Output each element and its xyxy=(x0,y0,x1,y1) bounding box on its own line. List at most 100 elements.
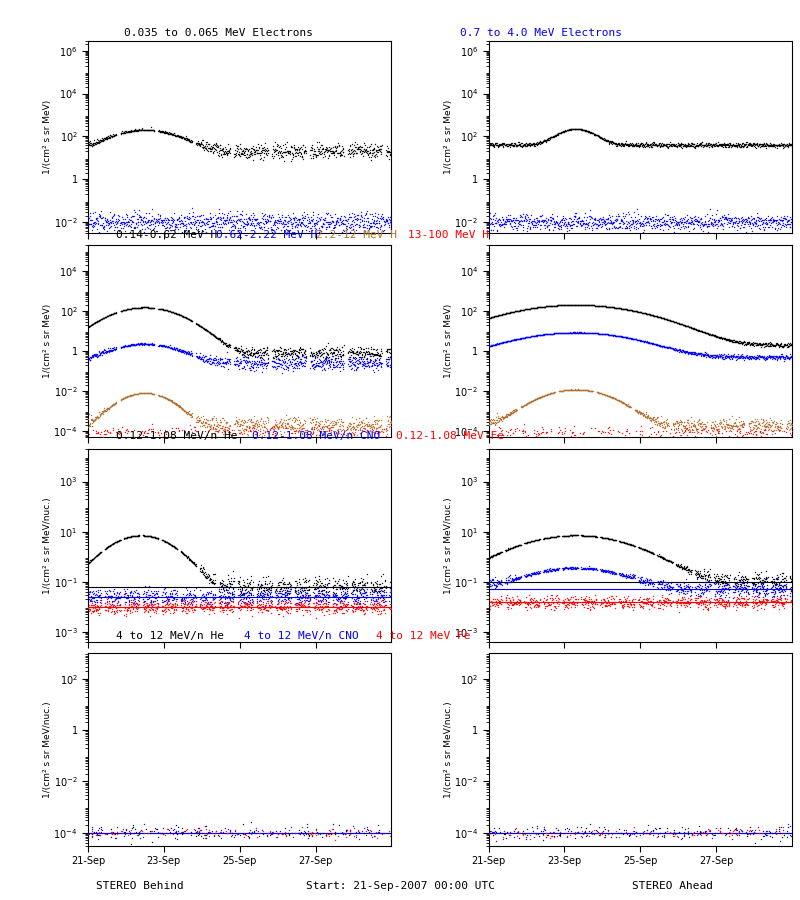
Point xyxy=(292,348,305,363)
Point xyxy=(686,595,698,609)
Point xyxy=(634,575,646,590)
Point xyxy=(650,830,663,844)
Point xyxy=(576,528,589,543)
Point xyxy=(356,357,369,372)
Point xyxy=(593,828,606,842)
Point xyxy=(631,139,644,153)
Point xyxy=(662,418,675,433)
Point xyxy=(320,589,333,603)
Point xyxy=(290,587,303,601)
Point xyxy=(294,584,306,598)
Point xyxy=(690,591,702,606)
Point xyxy=(720,210,733,224)
Point xyxy=(202,596,214,610)
Point xyxy=(744,338,757,352)
Point xyxy=(322,426,335,440)
Point xyxy=(319,418,332,433)
Point xyxy=(752,579,765,593)
Point xyxy=(352,218,365,232)
Point xyxy=(606,134,618,148)
Point xyxy=(111,827,124,842)
Point xyxy=(565,382,578,397)
Point xyxy=(102,603,114,617)
Point xyxy=(604,390,617,404)
Point xyxy=(621,330,634,345)
Point xyxy=(276,217,289,231)
Point xyxy=(570,212,583,226)
Point xyxy=(231,413,244,428)
Point xyxy=(694,346,706,361)
Point xyxy=(239,418,252,433)
Point xyxy=(233,145,246,159)
Point xyxy=(139,123,152,138)
Point xyxy=(379,352,392,366)
Point xyxy=(274,601,287,616)
Point xyxy=(105,216,118,230)
Point xyxy=(650,338,662,352)
Point xyxy=(344,826,357,841)
Point xyxy=(240,356,253,370)
Point xyxy=(702,138,715,152)
Point xyxy=(527,599,540,614)
Point xyxy=(735,573,748,588)
Point xyxy=(252,600,265,615)
Point xyxy=(598,563,610,578)
Point xyxy=(194,590,207,605)
Point xyxy=(577,217,590,231)
Point xyxy=(116,392,129,406)
Point xyxy=(139,337,152,351)
Point xyxy=(357,607,370,621)
Point xyxy=(348,574,361,589)
Point xyxy=(748,412,761,427)
Point xyxy=(772,140,785,154)
Point xyxy=(132,386,145,400)
Point xyxy=(570,528,582,543)
Point xyxy=(224,823,237,837)
Point xyxy=(559,298,572,312)
Point xyxy=(663,554,676,569)
Point xyxy=(86,827,98,842)
Point xyxy=(634,305,646,320)
Point xyxy=(485,338,498,352)
Point xyxy=(774,820,787,834)
Point xyxy=(606,598,619,612)
Point xyxy=(333,572,346,587)
Point xyxy=(560,528,573,543)
Point xyxy=(690,212,703,227)
Point xyxy=(166,127,179,141)
Point xyxy=(194,562,207,576)
Point xyxy=(320,599,333,614)
Point xyxy=(120,422,133,436)
Point xyxy=(758,337,771,351)
Point xyxy=(489,418,502,432)
Point xyxy=(243,586,256,600)
Point xyxy=(601,596,614,610)
Point xyxy=(192,411,205,426)
Point xyxy=(222,351,234,365)
Point xyxy=(518,536,531,550)
Point xyxy=(500,138,513,152)
Point xyxy=(727,137,740,151)
Point xyxy=(190,138,203,152)
Point xyxy=(380,421,393,436)
Point xyxy=(607,533,620,547)
Point xyxy=(290,145,302,159)
Point xyxy=(595,130,608,145)
Point xyxy=(755,416,768,430)
Point xyxy=(368,342,381,356)
Point xyxy=(604,210,617,224)
Point xyxy=(698,568,711,582)
Point xyxy=(506,540,519,554)
Point xyxy=(644,572,657,587)
Point xyxy=(569,325,582,339)
Point xyxy=(237,214,250,229)
Point xyxy=(143,337,156,351)
Point xyxy=(352,346,365,361)
Point xyxy=(554,126,566,140)
Point xyxy=(99,345,112,359)
Point xyxy=(616,302,629,316)
Point xyxy=(245,217,258,231)
Point xyxy=(298,355,310,369)
Point xyxy=(759,824,772,838)
Point xyxy=(760,586,773,600)
